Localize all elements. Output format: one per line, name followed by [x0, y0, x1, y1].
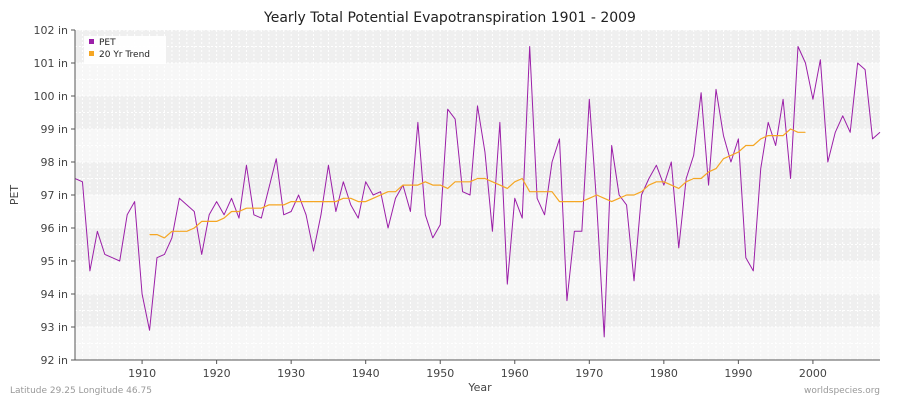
y-tick-label: 101 in — [33, 57, 68, 70]
x-tick-label: 1930 — [277, 367, 305, 380]
series-line-trend — [149, 128, 806, 239]
x-axis-label: Year — [467, 381, 492, 394]
x-tick-label: 2000 — [799, 367, 827, 380]
y-axis-label: PET — [8, 185, 21, 206]
x-tick-label: 1970 — [575, 367, 603, 380]
legend-label-trend: 20 Yr Trend — [99, 50, 150, 60]
y-tick-label: 96 in — [40, 222, 68, 235]
y-tick-label: 102 in — [33, 24, 68, 37]
x-tick-label: 1950 — [426, 367, 454, 380]
y-tick-label: 97 in — [40, 189, 68, 202]
x-tick-label: 1910 — [128, 367, 156, 380]
y-tick-label: 93 in — [40, 321, 68, 334]
series-layer — [74, 46, 881, 338]
x-tick-label: 1920 — [203, 367, 231, 380]
y-tick-label: 99 in — [40, 123, 68, 136]
y-tick-label: 95 in — [40, 255, 68, 268]
footer-source: worldspecies.org — [804, 386, 880, 396]
x-tick-label: 1960 — [501, 367, 529, 380]
legend-swatch-pet — [89, 39, 94, 44]
legend-label-pet: PET — [99, 38, 116, 48]
x-tick-label: 1980 — [650, 367, 678, 380]
x-tick-labels: 1910 1920 1930 1940 1950 1960 1970 1980 1990 2000 — [128, 367, 827, 380]
footer-coordinates: Latitude 29.25 Longitude 46.75 — [10, 386, 152, 396]
y-tick-labels: 92 in 93 in 94 in 95 in 96 in 97 in 98 in 99 in… — [33, 24, 68, 367]
x-tick-label: 1990 — [724, 367, 752, 380]
series-line-pet — [74, 46, 881, 338]
y-tick-label: 92 in — [40, 354, 68, 367]
legend-box — [84, 36, 166, 64]
y-tick-label: 94 in — [40, 288, 68, 301]
y-tick-label: 98 in — [40, 156, 68, 169]
axes — [71, 29, 880, 364]
y-tick-label: 100 in — [33, 90, 68, 103]
x-tick-label: 1940 — [352, 367, 380, 380]
chart-title: Yearly Total Potential Evapotranspiratio… — [263, 10, 636, 26]
legend: PET 20 Yr Trend — [84, 36, 166, 64]
legend-swatch-trend — [89, 51, 94, 56]
